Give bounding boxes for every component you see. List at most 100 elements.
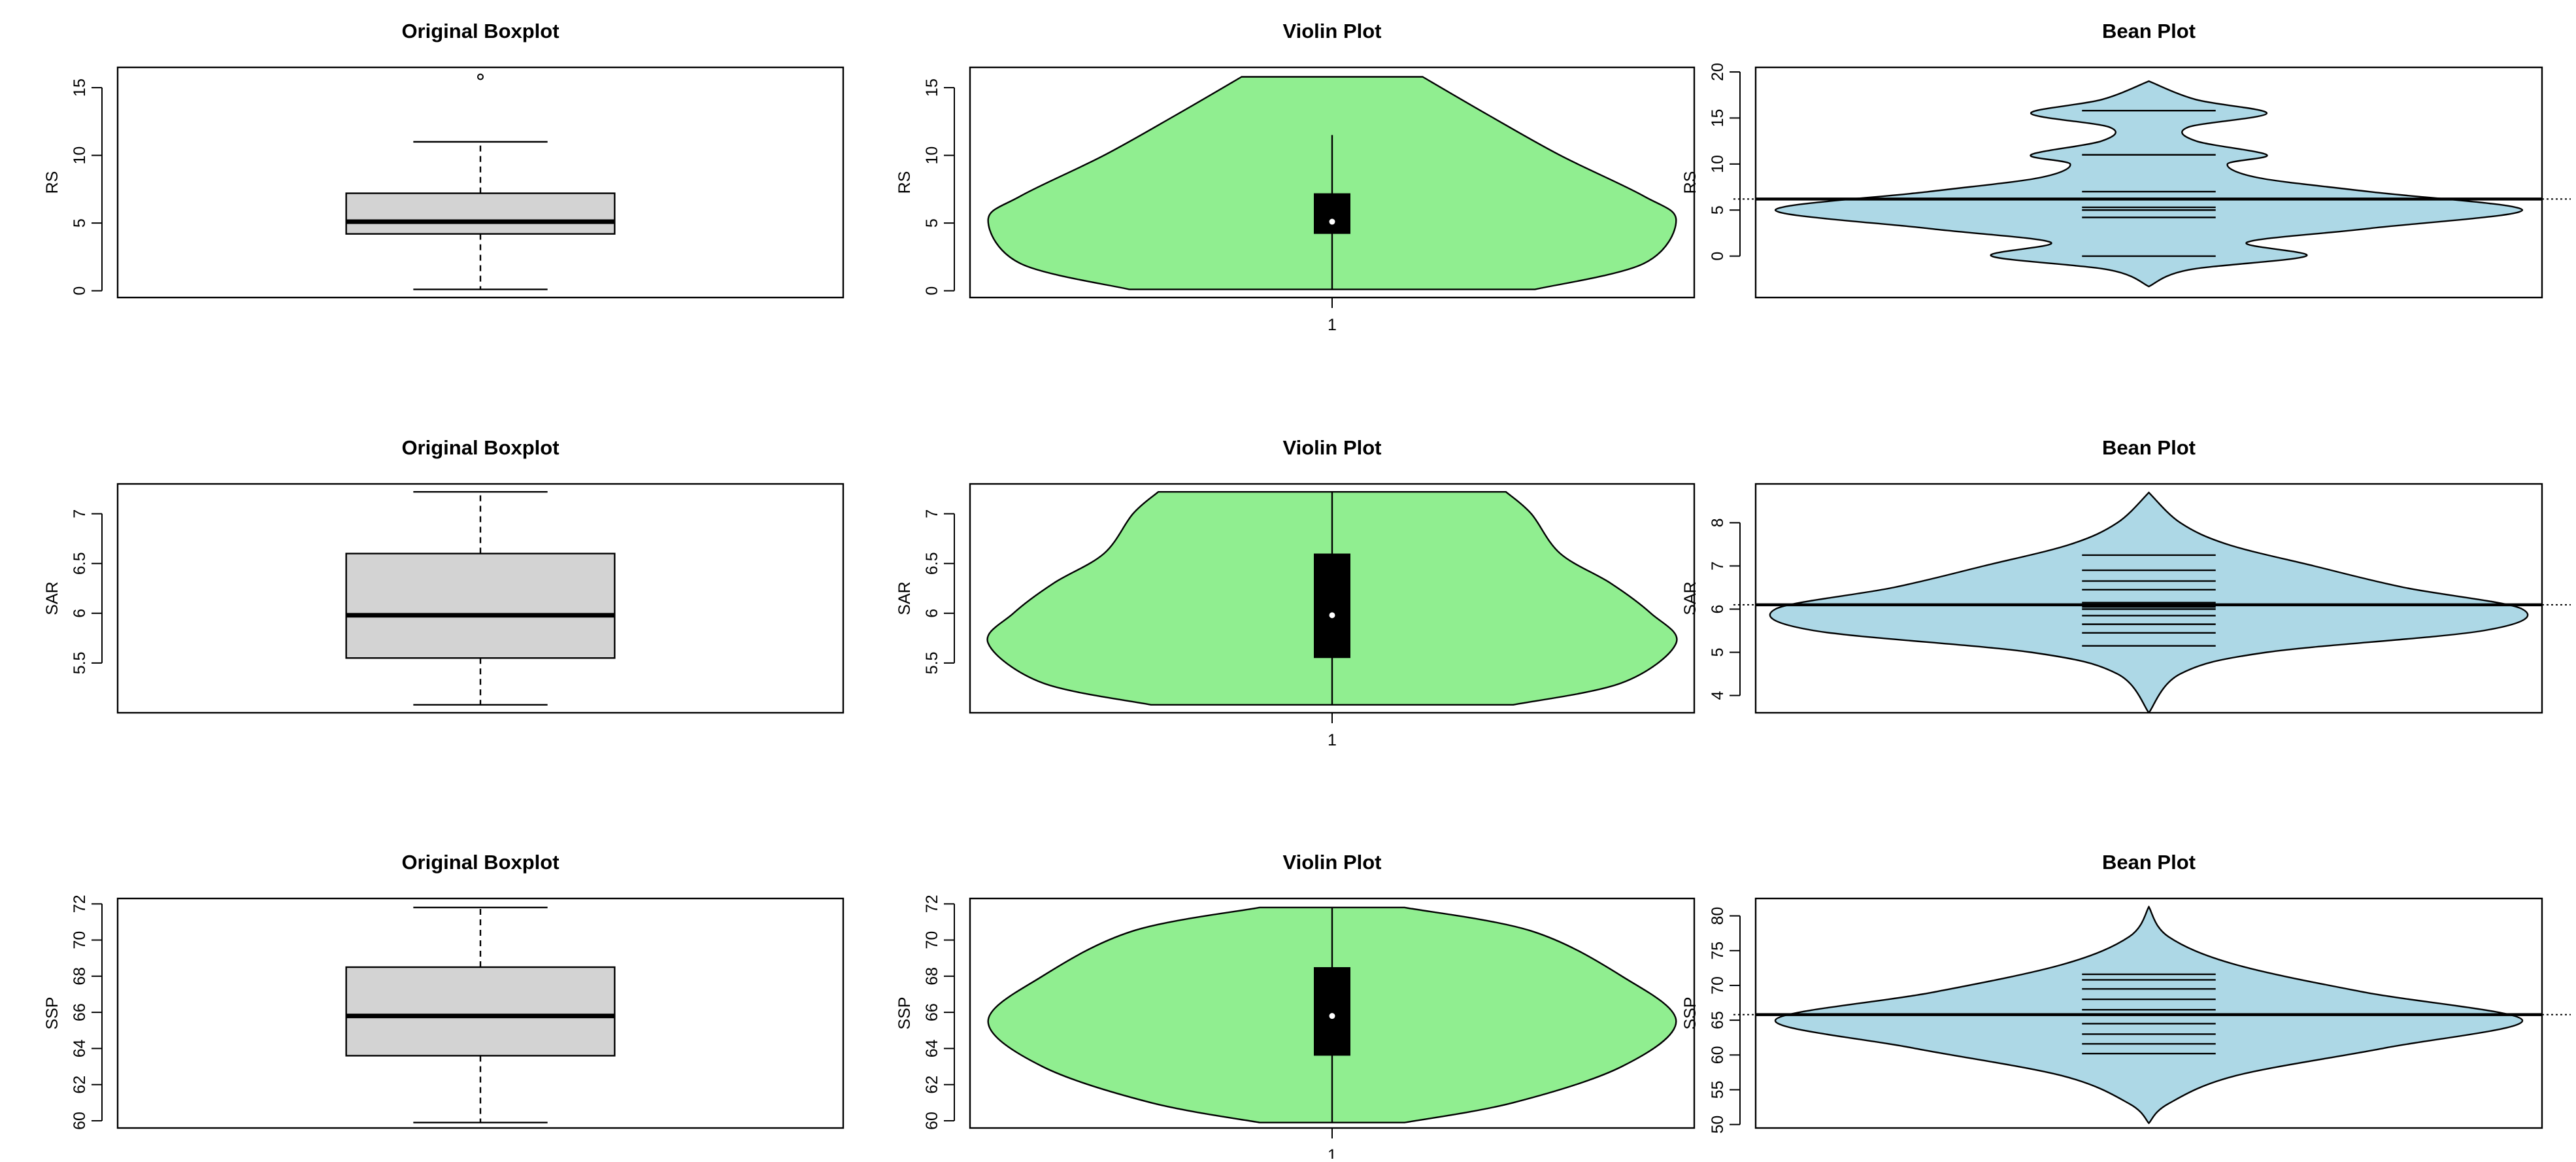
- y-tick-label: 10: [923, 146, 941, 165]
- panel-title: Violin Plot: [1283, 20, 1382, 43]
- y-tick-label: 6.5: [923, 552, 941, 575]
- plot-area: [987, 76, 1677, 290]
- y-tick-label: 0: [923, 286, 941, 296]
- y-axis-label: SSP: [43, 997, 61, 1029]
- plot-frame: [969, 897, 1696, 1129]
- y-tick-label: 66: [71, 1003, 89, 1021]
- y-tick-label: 10: [1709, 155, 1727, 173]
- y-tick-label: 66: [923, 1003, 941, 1021]
- outlier-point: [477, 73, 484, 80]
- plot-area: [987, 906, 1677, 1123]
- box: [345, 553, 616, 659]
- y-tick-label: 15: [71, 78, 89, 97]
- y-axis-label: SAR: [1681, 581, 1699, 615]
- y-axis-label: SSP: [895, 997, 914, 1029]
- y-tick-label: 60: [1709, 1046, 1727, 1064]
- y-tick-label: 60: [923, 1112, 941, 1130]
- panel-title: Original Boxplot: [401, 436, 559, 459]
- panel-1: Original Boxplot RS 0 5 10 15: [43, 20, 845, 299]
- y-tick-label: 5: [1709, 205, 1727, 214]
- panel-title: Original Boxplot: [401, 20, 559, 43]
- y-tick-label: 70: [71, 931, 89, 949]
- plot-frame: [116, 897, 845, 1129]
- violin-box: [1314, 193, 1350, 234]
- y-tick-label: 20: [1709, 63, 1727, 81]
- panel-7: Original Boxplot SSP 60 62 64 66 68 70 72: [43, 851, 845, 1130]
- panel-8: Violin Plot SSP 1 60 62 64 66 68 70 72: [895, 851, 1696, 1162]
- y-tick-label: 5: [71, 218, 89, 228]
- y-axis-label: SAR: [895, 581, 914, 615]
- panel-title: Violin Plot: [1283, 851, 1382, 874]
- panel-3: Bean Plot RS 0 5 10 15 20: [1681, 20, 2571, 299]
- plot-area: [345, 73, 616, 290]
- plot-frame: [1754, 66, 2543, 299]
- panel-title: Bean Plot: [2102, 20, 2196, 43]
- y-tick-label: 7: [71, 509, 89, 519]
- plot-frame: [1754, 897, 2543, 1129]
- y-tick-label: 62: [71, 1076, 89, 1094]
- panel-title: Original Boxplot: [401, 851, 559, 874]
- y-tick-label: 6: [1709, 605, 1727, 614]
- bean-shape: [1774, 80, 2524, 288]
- y-tick-label: 68: [923, 967, 941, 985]
- y-tick-label: 10: [71, 146, 89, 165]
- y-tick-label: 75: [1709, 942, 1727, 960]
- y-axis-label: RS: [1681, 171, 1699, 194]
- y-axis-label: SAR: [43, 581, 61, 615]
- y-tick-label: 70: [1709, 976, 1727, 995]
- y-tick-label: 5.5: [923, 652, 941, 675]
- x-tick-label: 1: [1328, 731, 1337, 749]
- plot-frame: [969, 483, 1696, 714]
- y-tick-label: 8: [1709, 518, 1727, 527]
- panel-title: Violin Plot: [1283, 436, 1382, 459]
- y-tick-label: 72: [923, 895, 941, 913]
- y-tick-label: 5: [1709, 648, 1727, 657]
- y-tick-label: 65: [1709, 1011, 1727, 1029]
- y-tick-label: 4: [1709, 691, 1727, 700]
- y-tick-label: 64: [71, 1039, 89, 1057]
- panel-9: Bean Plot SSP 50 55 60 65 70 75 80: [1681, 851, 2571, 1134]
- median-point: [1329, 612, 1335, 619]
- y-tick-label: 72: [71, 895, 89, 913]
- y-tick-label: 68: [71, 967, 89, 985]
- panel-6: Bean Plot SAR 4 5 6 7 8: [1681, 436, 2571, 714]
- box: [345, 192, 616, 235]
- y-tick-label: 64: [923, 1039, 941, 1057]
- y-tick-label: 55: [1709, 1081, 1727, 1099]
- y-tick-label: 70: [923, 931, 941, 949]
- y-tick-label: 62: [923, 1076, 941, 1094]
- y-tick-label: 50: [1709, 1116, 1727, 1134]
- y-axis-label: RS: [895, 171, 914, 194]
- plot-area: [345, 490, 616, 706]
- violin-box: [1314, 553, 1350, 658]
- box: [345, 966, 616, 1057]
- y-axis-label: SSP: [1681, 997, 1699, 1029]
- plot-frame: [1754, 483, 2543, 714]
- y-tick-label: 15: [923, 78, 941, 97]
- y-tick-label: 80: [1709, 907, 1727, 925]
- y-tick-label: 0: [71, 286, 89, 296]
- y-tick-label: 6: [71, 609, 89, 618]
- panel-4: Original Boxplot SAR 5.5 6 6.5 7: [43, 436, 845, 714]
- y-tick-label: 6: [923, 609, 941, 618]
- plot-frame: [116, 483, 845, 714]
- y-tick-label: 7: [1709, 562, 1727, 571]
- median-point: [1329, 1013, 1335, 1019]
- plot-area: [986, 491, 1678, 706]
- plot-frame: [116, 66, 845, 299]
- plot-frame: [969, 66, 1696, 299]
- panel-5: Violin Plot SAR 1 5.5 6 6.5 7: [895, 436, 1696, 749]
- plot-area: [1756, 905, 2542, 1125]
- panel-title: Bean Plot: [2102, 851, 2196, 874]
- y-tick-label: 0: [1709, 252, 1727, 261]
- x-tick-label: 1: [1328, 1146, 1337, 1159]
- y-tick-label: 6.5: [71, 552, 89, 575]
- y-tick-label: 5.5: [71, 652, 89, 675]
- median-point: [1329, 218, 1335, 225]
- y-tick-label: 15: [1709, 109, 1727, 128]
- x-tick-label: 1: [1328, 316, 1337, 334]
- plot-area: [345, 906, 616, 1123]
